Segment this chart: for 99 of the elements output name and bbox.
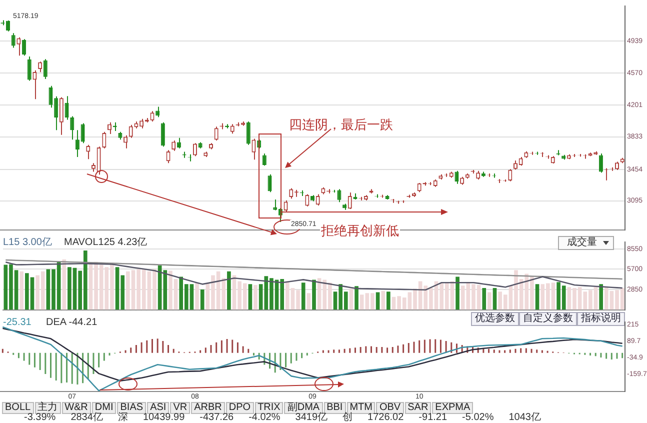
bar (301, 282, 306, 310)
text: 10439.99 (142, 412, 185, 423)
text: EXPMA (432, 402, 474, 414)
bar (306, 293, 311, 310)
candlestick (246, 120, 250, 146)
text: 2834亿 (70, 412, 103, 423)
bar (376, 292, 380, 310)
candlestick (128, 124, 133, 138)
candlestick (64, 96, 69, 120)
annotation: 四连阴，最后一跌 (289, 117, 393, 132)
bar (248, 284, 252, 310)
bar (488, 292, 492, 310)
bar (599, 284, 603, 310)
bar (456, 276, 460, 310)
candlestick (59, 96, 64, 136)
candlestick (513, 160, 518, 170)
candlestick (32, 70, 37, 100)
candlestick (166, 150, 170, 164)
candlestick (176, 137, 181, 149)
text: 深 (118, 412, 128, 423)
candlestick (454, 170, 459, 184)
text: 1043亿 (508, 412, 541, 423)
annotation: 自定义参数 (519, 312, 577, 326)
bar (312, 280, 316, 310)
candlestick (268, 174, 272, 193)
bar (482, 288, 486, 310)
text: BBI (324, 402, 346, 414)
bar (20, 271, 24, 310)
annotation: L15 3.00亿 (3, 237, 52, 248)
text: -437.26 (200, 412, 234, 423)
text: 1726.02 (368, 412, 404, 423)
bar (492, 288, 497, 310)
candlestick (43, 58, 48, 80)
candlestick (75, 130, 80, 158)
text: DPO (226, 402, 254, 414)
text: TRIX (254, 402, 284, 414)
candlestick (16, 36, 21, 56)
candlestick (508, 168, 512, 182)
candlestick (348, 192, 352, 210)
candlestick (337, 188, 342, 203)
text: VR (170, 402, 190, 414)
candlestick (252, 138, 256, 160)
candlestick (214, 126, 218, 142)
candlestick (80, 122, 85, 144)
candlestick (192, 142, 197, 157)
bar (62, 259, 66, 310)
candlestick (96, 146, 101, 176)
candlestick (11, 32, 16, 48)
candlestick (417, 182, 422, 193)
annotation: 指标说明 (577, 312, 625, 326)
bar (354, 286, 358, 310)
bar (254, 285, 258, 310)
candlestick (22, 38, 26, 56)
text: 3419亿 (295, 412, 328, 423)
text: ARBR (191, 402, 225, 414)
candlestick (230, 124, 234, 134)
candlestick (48, 85, 53, 108)
annotation: DEA -44.21 (46, 317, 98, 328)
text: OBV (376, 402, 404, 414)
candlestick (150, 110, 154, 122)
candlestick (6, 20, 10, 32)
bar (195, 282, 199, 310)
candlestick (54, 96, 58, 131)
bar (227, 271, 231, 310)
candlestick (156, 106, 160, 118)
candlestick (102, 131, 106, 149)
candlestick (38, 61, 42, 73)
text: MTM (346, 402, 376, 414)
candlestick (316, 194, 320, 206)
annotation: -25.31 (3, 317, 32, 328)
candlestick (86, 144, 90, 160)
text: ASI (147, 402, 170, 414)
text: BOLL (2, 402, 34, 414)
text: -4.02% (248, 412, 280, 423)
text: 创 (342, 412, 353, 423)
candlestick (262, 153, 266, 166)
annotation: 优选参数 (471, 312, 519, 326)
annotation: MAVOL125 4.23亿 (64, 237, 148, 248)
candlestick (70, 116, 74, 140)
text: -3.39% (24, 412, 56, 423)
candlestick (27, 56, 32, 82)
annotation: 拒绝再创新低 (320, 223, 400, 238)
text: -91.21 (418, 412, 448, 423)
text: SAR (404, 402, 432, 414)
text: W&R (62, 402, 91, 414)
text: 主力 (34, 402, 61, 414)
candlestick (160, 122, 165, 148)
bar (535, 284, 540, 310)
text: -5.02% (462, 412, 494, 423)
bar (386, 292, 390, 310)
candlestick (305, 194, 310, 207)
bar (200, 290, 204, 310)
bar (381, 291, 386, 310)
annotation: 成交量 (558, 236, 614, 250)
bar (349, 288, 354, 310)
candlestick (124, 134, 128, 149)
candlestick (172, 140, 176, 152)
candlestick (598, 153, 603, 174)
candlestick (284, 200, 288, 212)
